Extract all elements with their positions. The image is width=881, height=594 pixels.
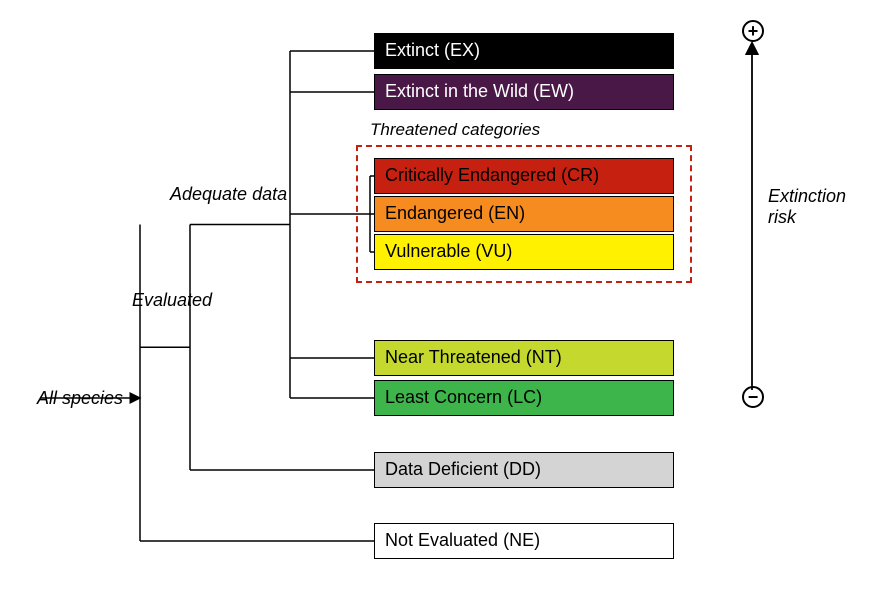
- category-ex: Extinct (EX): [374, 33, 674, 69]
- entry-label: All species: [37, 388, 123, 409]
- category-ew: Extinct in the Wild (EW): [374, 74, 674, 110]
- category-label: Critically Endangered (CR): [385, 165, 599, 187]
- category-label: Data Deficient (DD): [385, 459, 541, 481]
- category-cr: Critically Endangered (CR): [374, 158, 674, 194]
- risk-axis-label: Extinction risk: [768, 186, 846, 228]
- category-label: Extinct in the Wild (EW): [385, 81, 574, 103]
- category-dd: Data Deficient (DD): [374, 452, 674, 488]
- diagram-canvas: Extinct (EX) Extinct in the Wild (EW) Crit…: [0, 0, 881, 594]
- category-label: Least Concern (LC): [385, 387, 542, 409]
- category-nt: Near Threatened (NT): [374, 340, 674, 376]
- category-lc: Least Concern (LC): [374, 380, 674, 416]
- plus-icon: +: [742, 20, 764, 42]
- category-ne: Not Evaluated (NE): [374, 523, 674, 559]
- minus-icon: −: [742, 386, 764, 408]
- level-label-evaluated: Evaluated: [132, 290, 212, 311]
- category-label: Vulnerable (VU): [385, 241, 512, 263]
- category-label: Extinct (EX): [385, 40, 480, 62]
- category-label: Not Evaluated (NE): [385, 530, 540, 552]
- category-label: Endangered (EN): [385, 203, 525, 225]
- threatened-group-title: Threatened categories: [370, 120, 540, 140]
- category-label: Near Threatened (NT): [385, 347, 562, 369]
- category-en: Endangered (EN): [374, 196, 674, 232]
- level-label-adequate: Adequate data: [170, 184, 287, 205]
- category-vu: Vulnerable (VU): [374, 234, 674, 270]
